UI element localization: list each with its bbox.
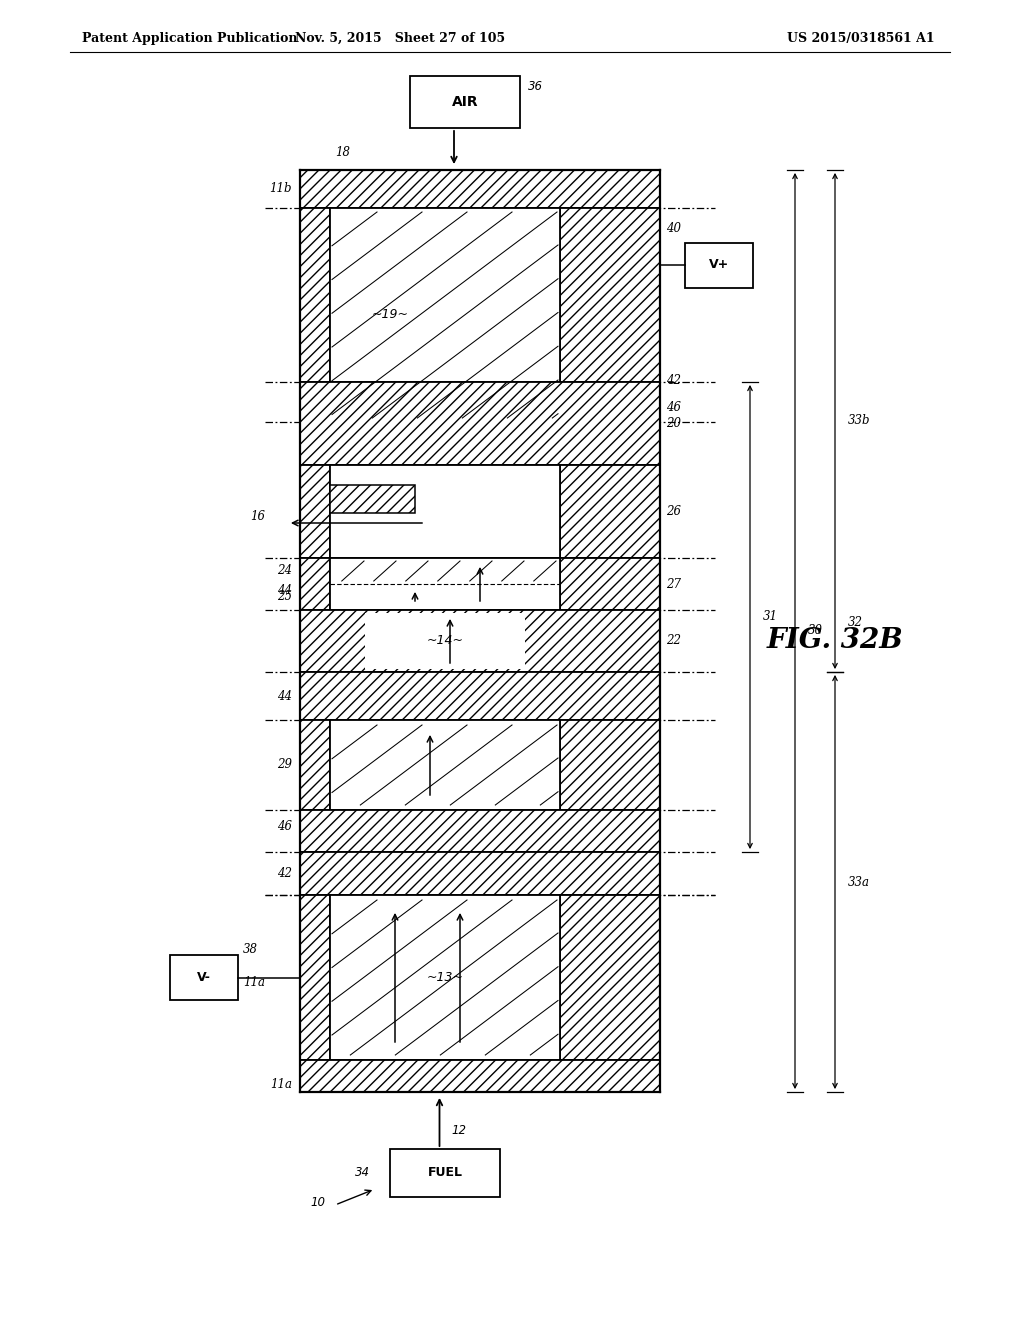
Bar	[300, 810, 660, 851]
Text: US 2015/0318561 A1: US 2015/0318561 A1	[787, 32, 935, 45]
Bar	[410, 77, 520, 128]
Text: ~14~: ~14~	[427, 635, 464, 648]
Text: 33b: 33b	[848, 414, 870, 428]
Bar	[300, 851, 660, 895]
Text: 44: 44	[278, 689, 292, 702]
Bar	[560, 465, 660, 558]
Bar	[300, 610, 660, 672]
Bar	[330, 465, 560, 558]
Bar	[560, 895, 660, 1060]
Text: ~13~: ~13~	[427, 972, 464, 983]
Text: FUEL: FUEL	[427, 1167, 463, 1180]
Bar	[300, 381, 660, 465]
Bar	[330, 558, 560, 610]
Bar	[170, 954, 238, 1001]
Bar	[330, 719, 560, 810]
Text: 25: 25	[278, 590, 292, 602]
Text: 11a: 11a	[270, 1077, 292, 1090]
Bar	[300, 209, 330, 422]
Text: 42: 42	[666, 374, 681, 387]
Bar	[365, 612, 525, 669]
Text: 22: 22	[666, 635, 681, 648]
Text: 26: 26	[666, 506, 681, 517]
Bar	[390, 1148, 500, 1197]
Text: 16: 16	[250, 510, 265, 523]
Bar	[330, 209, 560, 422]
Text: 12: 12	[452, 1125, 467, 1137]
Text: 27: 27	[666, 578, 681, 590]
Bar	[300, 170, 660, 209]
Text: 29: 29	[278, 759, 292, 771]
Text: 11a: 11a	[243, 975, 265, 989]
Text: Patent Application Publication: Patent Application Publication	[82, 32, 298, 45]
Text: AIR: AIR	[452, 95, 478, 110]
Text: 31: 31	[763, 610, 778, 623]
Bar	[560, 209, 660, 422]
Text: 42: 42	[278, 867, 292, 880]
Text: ~19~: ~19~	[372, 309, 409, 322]
Text: 30: 30	[808, 624, 823, 638]
Text: 46: 46	[278, 820, 292, 833]
Bar	[300, 1060, 660, 1092]
Bar	[560, 558, 660, 610]
Text: V-: V-	[197, 972, 211, 983]
Bar	[300, 381, 330, 422]
Text: 10: 10	[310, 1196, 325, 1209]
Text: 46: 46	[666, 400, 681, 413]
Text: Nov. 5, 2015   Sheet 27 of 105: Nov. 5, 2015 Sheet 27 of 105	[295, 32, 505, 45]
Bar	[300, 558, 330, 610]
Bar	[330, 895, 560, 1060]
Text: 20: 20	[666, 417, 681, 430]
Bar	[560, 381, 660, 422]
Text: FIG. 32B: FIG. 32B	[767, 627, 903, 653]
Bar	[300, 719, 330, 810]
Text: 33a: 33a	[848, 875, 870, 888]
Bar	[330, 381, 560, 422]
Text: 44: 44	[278, 583, 292, 597]
Text: 24: 24	[278, 564, 292, 577]
Bar	[300, 465, 330, 558]
Text: V+: V+	[709, 259, 729, 272]
Bar	[300, 672, 660, 719]
Text: 40: 40	[666, 222, 681, 235]
Text: 11b: 11b	[269, 182, 292, 195]
Text: 34: 34	[355, 1167, 370, 1180]
Text: 36: 36	[528, 81, 543, 92]
Text: 32: 32	[848, 615, 863, 628]
Text: 18: 18	[335, 145, 350, 158]
Text: 38: 38	[243, 942, 258, 956]
Bar	[685, 243, 753, 288]
Bar	[330, 484, 415, 513]
Bar	[300, 895, 330, 1060]
Bar	[560, 719, 660, 810]
